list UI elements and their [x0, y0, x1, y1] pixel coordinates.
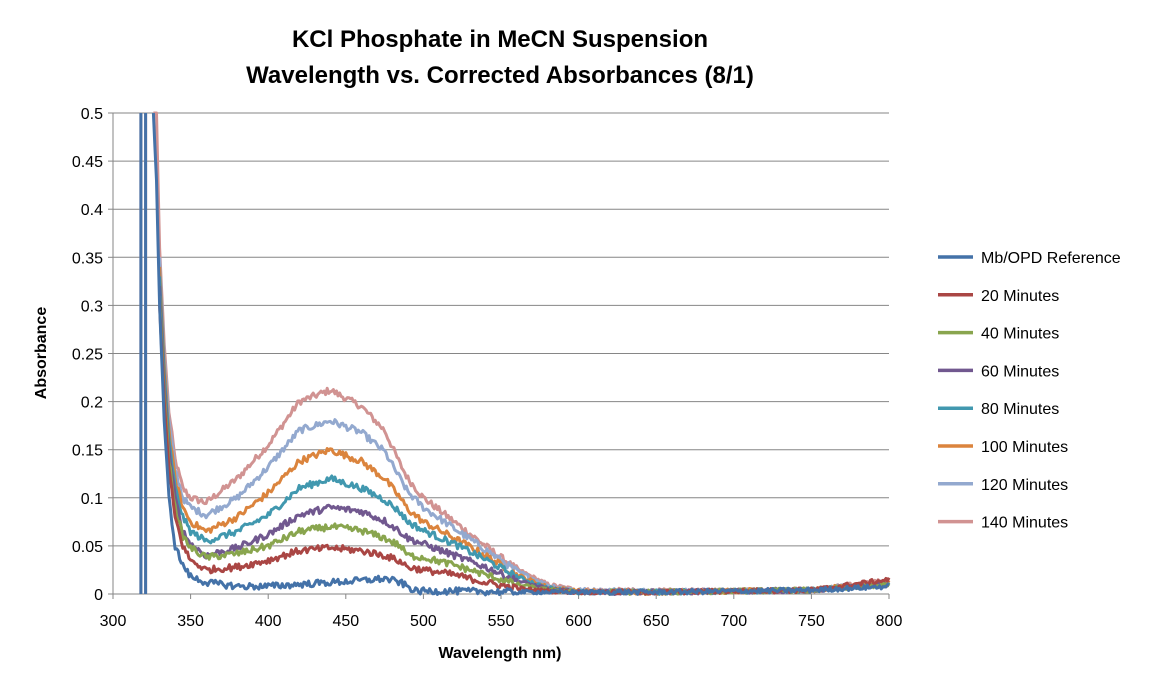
x-tick-label: 500 — [410, 613, 437, 630]
y-tick-label: 0.1 — [81, 491, 103, 508]
x-axis-title: Wavelength nm) — [439, 645, 562, 662]
x-tick-label: 650 — [643, 613, 670, 630]
y-tick-label: 0.3 — [81, 298, 103, 315]
chart-title-line2: Wavelength vs. Corrected Absorbances (8/… — [246, 62, 754, 89]
y-tick-label: 0.5 — [81, 106, 103, 123]
y-tick-label: 0.45 — [72, 154, 103, 171]
x-tick-labels: 300 350 400 450 500 550 600 650 700 750 800 — [100, 613, 903, 630]
y-tick-label: 0.25 — [72, 347, 103, 364]
grid-layer — [113, 112, 889, 547]
y-tick-labels: 0 0.05 0.1 0.15 0.2 0.25 0.3 0.35 0.4 0.45 0.5 — [72, 106, 103, 604]
x-tick-label: 750 — [798, 613, 825, 630]
y-tick-label: 0.2 — [81, 395, 103, 412]
y-tick-label: 0.4 — [81, 202, 103, 219]
legend-entry: 140 Minutes — [981, 515, 1068, 532]
legend-entry: 100 Minutes — [981, 439, 1068, 456]
x-tick-label: 700 — [720, 613, 747, 630]
legend-entry: 40 Minutes — [981, 326, 1059, 343]
x-tick-label: 600 — [565, 613, 592, 630]
y-tick-label: 0.15 — [72, 443, 103, 460]
y-tick-label: 0 — [94, 587, 103, 604]
series-line — [139, 112, 890, 597]
legend-entry: 20 Minutes — [981, 288, 1059, 305]
legend-entry: 120 Minutes — [981, 477, 1068, 494]
y-axis-title: Absorbance — [33, 307, 50, 400]
legend: Mb/OPD Reference 20 Minutes 40 Minutes 60 M… — [938, 250, 1121, 532]
legend-entry: Mb/OPD Reference — [981, 250, 1121, 267]
x-tick-label: 350 — [177, 613, 204, 630]
x-tick-label: 400 — [255, 613, 282, 630]
legend-entry: 80 Minutes — [981, 401, 1059, 418]
series-layer — [139, 111, 891, 597]
legend-entry: 60 Minutes — [981, 363, 1059, 380]
series-line — [158, 257, 890, 595]
x-tick-label: 550 — [488, 613, 515, 630]
x-tick-label: 450 — [332, 613, 359, 630]
x-tick-label: 800 — [876, 613, 903, 630]
y-tick-label: 0.05 — [72, 539, 103, 556]
y-tick-label: 0.35 — [72, 250, 103, 267]
chart-title-line1: KCl Phosphate in MeCN Suspension — [292, 26, 708, 53]
x-tick-label: 300 — [100, 613, 127, 630]
